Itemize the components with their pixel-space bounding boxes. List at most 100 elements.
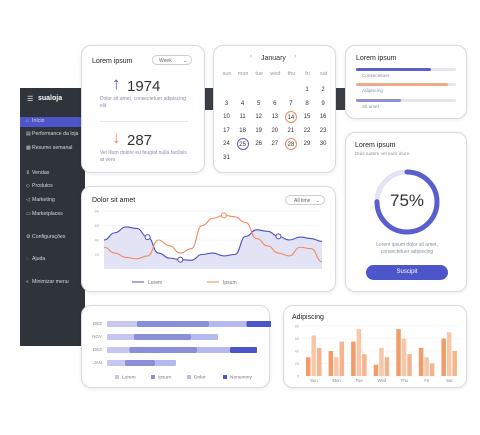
gauge-fill: [374, 169, 440, 235]
calendar-day[interactable]: 19: [255, 127, 263, 134]
calendar-day[interactable]: 22: [303, 127, 311, 134]
calendar-day[interactable]: 24: [223, 141, 230, 147]
y-tick-label: 0: [297, 375, 299, 379]
vbar: [328, 351, 334, 376]
calendar-day[interactable]: 9: [321, 100, 325, 107]
category-label: NOV: [92, 334, 102, 339]
progress-label: Consectetuer: [362, 73, 390, 78]
hbar-segment: [107, 360, 125, 366]
calendar-day[interactable]: 2: [321, 87, 325, 93]
divider: [100, 121, 188, 122]
vbar: [306, 357, 311, 376]
vbar: [384, 357, 390, 376]
calendar-day[interactable]: 1: [305, 87, 309, 93]
calendar-day[interactable]: 30: [319, 141, 327, 147]
sidebar-item-label: Ajuda: [32, 256, 46, 262]
calendar-day[interactable]: 6: [273, 100, 277, 107]
vbar: [401, 338, 407, 376]
stats-card: Lorem ipsum Week ⌄ ↑ 1974 Dolor sit amet…: [81, 45, 205, 173]
vbar: [317, 347, 322, 376]
hbar-segment: [107, 334, 134, 340]
hbar-segment: [230, 347, 257, 353]
legend-label: Ipsum: [158, 375, 171, 381]
sidebar-item-6[interactable]: ▭Marketplaces: [26, 211, 63, 217]
calendar-day[interactable]: 11: [239, 114, 246, 120]
vbar: [452, 351, 457, 376]
suscipit-button[interactable]: Suscipit: [366, 265, 448, 280]
period-select[interactable]: Week ⌄: [152, 55, 192, 65]
weekday-label: tue: [255, 71, 264, 77]
calendar-day[interactable]: 18: [239, 127, 246, 134]
sidebar-item-label: Minimizar menu: [32, 279, 69, 285]
calendar-day[interactable]: 23: [319, 127, 327, 134]
x-tick-label: Wed: [377, 378, 386, 383]
time-filter-value: All time: [294, 198, 311, 204]
hbar-card: DEZ NOV DEZ JAN Lorem Ipsum Dolor Nonummy: [81, 305, 271, 388]
calendar-day[interactable]: 21: [287, 127, 295, 134]
calendar-day[interactable]: 31: [223, 154, 230, 161]
category-label: DEZ: [93, 347, 102, 352]
sidebar-item-2[interactable]: ▦Resumo semanal: [26, 145, 72, 151]
calendar-day[interactable]: 8: [305, 100, 309, 107]
menu-icon[interactable]: ☰: [27, 96, 34, 103]
calendar-day[interactable]: 25: [236, 138, 249, 150]
lorem-area: [104, 226, 322, 269]
vbar: [356, 329, 362, 376]
vbar: [373, 364, 379, 376]
weekday-label: sat: [319, 71, 328, 77]
sidebar-item-3[interactable]: ⊻ Vendas: [26, 170, 49, 176]
calendar-day[interactable]: 29: [303, 141, 311, 147]
progress-track: [356, 99, 456, 102]
arrow-up-icon: ↑: [112, 74, 121, 93]
sidebar-item-8[interactable]: ◌ Ajuda: [26, 256, 45, 262]
sidebar-item-5[interactable]: ◁ Marketing: [26, 197, 55, 203]
calendar-day[interactable]: 26: [255, 141, 263, 147]
calendar-day[interactable]: 28: [284, 138, 297, 150]
calendar-day[interactable]: 17: [223, 127, 230, 134]
calendar-day[interactable]: 14: [284, 111, 297, 123]
down-text: Vel illum dolore eu feugiat nulla facili…: [100, 150, 187, 163]
y-tick-label: 60: [295, 337, 299, 341]
line-chart-card: Dolor sit amet All time ⌄ 80 60 40 20 Lorem I…: [81, 186, 336, 292]
sidebar-item-4[interactable]: ◇ Produtos: [26, 183, 53, 189]
progress-title: Lorem ipsum: [356, 55, 397, 62]
vbar: [379, 347, 384, 376]
hbar-segment: [191, 334, 218, 340]
calendar-day[interactable]: 16: [319, 114, 327, 120]
hbar-segment: [129, 347, 197, 353]
calendar-day[interactable]: 5: [257, 100, 261, 107]
calendar-day[interactable]: 10: [223, 114, 230, 120]
sidebar-item-0[interactable]: ⌂ Início: [26, 118, 44, 124]
prev-month-icon[interactable]: ‹: [250, 53, 253, 60]
sidebar-item-1[interactable]: ▤Performance da loja: [26, 131, 78, 137]
legend-swatch: [151, 375, 155, 379]
month-label: January: [261, 55, 286, 62]
weekday-label: thu: [287, 71, 296, 77]
calendar-day[interactable]: 20: [271, 127, 279, 134]
gauge-value: 75%: [389, 191, 425, 210]
calendar-day[interactable]: 4: [240, 100, 245, 107]
hbar-segment: [125, 360, 155, 366]
calendar-day[interactable]: 27: [271, 141, 279, 147]
x-tick-label: Tue: [356, 378, 364, 383]
lorem-line: [103, 226, 323, 261]
calendar-day[interactable]: 3: [224, 100, 229, 107]
vbar: [311, 335, 316, 376]
sidebar-item-9[interactable]: «Minimizar menu: [26, 279, 69, 285]
hbar-segment: [246, 321, 271, 327]
next-month-icon[interactable]: ›: [294, 53, 297, 60]
calendar-day[interactable]: 13: [271, 114, 279, 120]
calendar-day[interactable]: 7: [289, 100, 293, 107]
x-tick-label: Sun: [310, 378, 318, 383]
hbar-segment: [155, 360, 176, 366]
progress-fill: [356, 68, 431, 71]
calendar-day[interactable]: 12: [255, 114, 263, 120]
stats-title: Lorem ipsum: [92, 58, 133, 65]
time-filter-select[interactable]: All time ⌄: [285, 195, 325, 205]
cart-icon: ⊻: [26, 170, 30, 176]
progress-track: [356, 68, 456, 71]
weekday-label: mon: [237, 71, 249, 77]
sidebar-item-label: Marketplaces: [32, 211, 63, 217]
sidebar-item-7[interactable]: ⚙ Configurações: [26, 234, 65, 240]
calendar-day[interactable]: 15: [303, 114, 311, 120]
